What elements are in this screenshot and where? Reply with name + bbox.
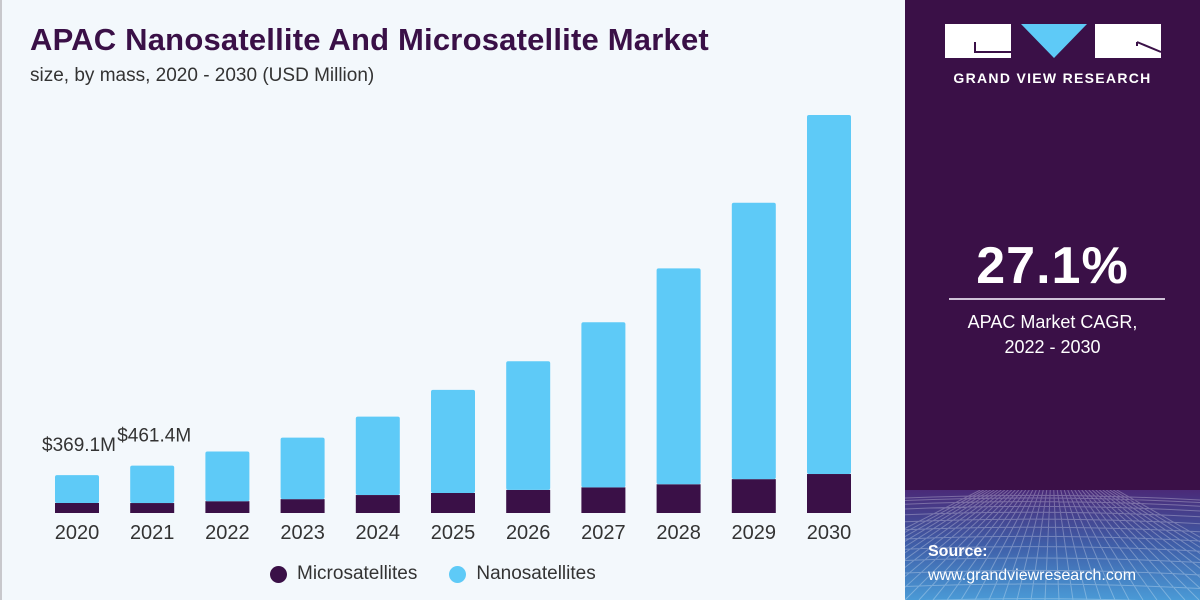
x-tick-label: 2021 xyxy=(130,522,175,544)
x-tick-label: 2022 xyxy=(205,522,250,544)
bar-nanosatellites-2030 xyxy=(807,115,851,475)
legend: Microsatellites Nanosatellites xyxy=(270,563,628,585)
cagr-value: 27.1% xyxy=(976,237,1129,295)
bars-group xyxy=(55,115,851,513)
mesh-grid-icon xyxy=(905,490,1200,600)
legend-dot-microsatellites xyxy=(270,565,287,583)
bar-nanosatellites-2024 xyxy=(355,416,400,496)
cagr-divider xyxy=(949,298,1165,300)
data-label-2020: $369.1M xyxy=(42,435,116,456)
bar-microsatellites-2024 xyxy=(355,495,400,513)
x-tick-label: 2024 xyxy=(356,522,401,544)
bar-nanosatellites-2023 xyxy=(280,437,325,500)
x-tick-label: 2027 xyxy=(581,522,626,544)
left-border xyxy=(0,0,2,600)
chart-title: APAC Nanosatellite And Microsatellite Ma… xyxy=(30,22,709,57)
bar-microsatellites-2029 xyxy=(731,479,776,513)
legend-item-microsatellites: Microsatellites xyxy=(270,563,417,585)
bar-microsatellites-2022 xyxy=(205,501,250,513)
bar-microsatellites-2020 xyxy=(55,502,99,513)
bar-nanosatellites-2022 xyxy=(205,451,250,502)
chart-subtitle: size, by mass, 2020 - 2030 (USD Million) xyxy=(30,65,375,86)
legend-item-nanosatellites: Nanosatellites xyxy=(449,563,596,585)
cagr-label-line2: 2022 - 2030 xyxy=(1004,337,1101,357)
bar-nanosatellites-2021 xyxy=(130,465,175,504)
bar-microsatellites-2028 xyxy=(656,484,701,513)
bar-nanosatellites-2020 xyxy=(55,475,99,503)
grid-background xyxy=(905,490,1200,600)
bar-nanosatellites-2028 xyxy=(656,268,701,485)
x-tick-label: 2026 xyxy=(506,522,551,544)
bar-nanosatellites-2026 xyxy=(506,361,551,490)
x-tick-label: 2030 xyxy=(807,522,852,544)
bar-nanosatellites-2027 xyxy=(581,322,626,488)
x-axis-ticks: 2020 2021 2022 2023 2024 2025 2026 2027 2028 2029… xyxy=(55,522,852,544)
bar-microsatellites-2023 xyxy=(280,499,325,513)
bar-nanosatellites-2029 xyxy=(731,202,776,480)
data-label-2021: $461.4M xyxy=(117,426,191,447)
cagr-label-line1: APAC Market CAGR, xyxy=(967,312,1138,332)
x-tick-label: 2028 xyxy=(656,522,701,544)
legend-dot-nanosatellites xyxy=(449,565,467,583)
legend-label: Microsatellites xyxy=(297,563,418,584)
annotations-group: $369.1M $461.4M xyxy=(42,426,191,456)
side-panel: GRAND VIEW RESEARCH 27.1% APAC Market CA… xyxy=(905,0,1200,600)
cagr-label: APAC Market CAGR, 2022 - 2030 xyxy=(905,310,1200,360)
x-tick-label: 2023 xyxy=(280,522,325,544)
mesh-lines xyxy=(905,490,1200,600)
x-tick-label: 2029 xyxy=(732,522,777,544)
grand-view-research-logo-icon xyxy=(945,24,1162,58)
logo-text: GRAND VIEW RESEARCH xyxy=(953,70,1152,86)
bar-microsatellites-2021 xyxy=(130,503,175,513)
bar-microsatellites-2030 xyxy=(807,474,851,513)
x-tick-label: 2025 xyxy=(431,522,476,544)
bar-chart: 2020 2021 2022 2023 2024 2025 2026 2027 2028 2029… xyxy=(42,115,852,544)
bar-nanosatellites-2025 xyxy=(431,389,475,493)
source-title: Source: xyxy=(928,543,988,560)
bar-microsatellites-2026 xyxy=(506,489,551,513)
bar-microsatellites-2027 xyxy=(581,487,626,513)
source-link[interactable]: www.grandviewresearch.com xyxy=(928,567,1137,584)
x-tick-label: 2020 xyxy=(55,522,100,544)
legend-label: Nanosatellites xyxy=(476,563,596,584)
bar-microsatellites-2025 xyxy=(431,493,475,513)
